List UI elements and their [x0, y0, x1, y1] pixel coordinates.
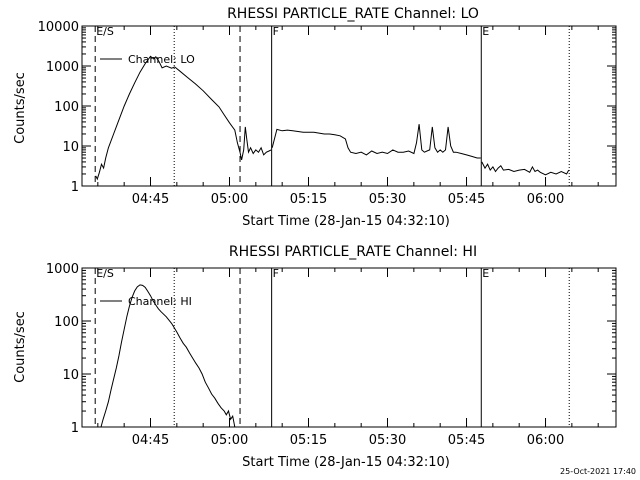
y-tick-label: 1000: [46, 60, 79, 75]
event-marker-label: E: [482, 25, 489, 38]
y-tick-label: 100: [54, 100, 79, 115]
chart-panel-lo: RHESSI PARTICLE_RATE Channel: LO 04:45 05…: [13, 6, 617, 229]
y-axis-label: Counts/sec: [13, 72, 28, 144]
y-tick-label: 100: [54, 315, 79, 330]
x-tick-label: 05:30: [369, 192, 406, 207]
x-tick-label: 04:45: [132, 433, 169, 448]
x-tick-label: 05:45: [448, 433, 485, 448]
x-tick-label: 05:00: [211, 433, 248, 448]
footer-timestamp: 25-Oct-2021 17:40: [560, 467, 636, 476]
x-tick-label: 05:45: [448, 192, 485, 207]
plot-frame: [81, 25, 617, 187]
y-tick-label: 1000: [46, 262, 79, 277]
y-tick-label: 10: [62, 140, 79, 155]
series-line: [100, 284, 236, 427]
y-tick-label: 1: [71, 421, 79, 436]
y-axis-label: Counts/sec: [13, 311, 28, 383]
plot-group: 04:45 05:00 05:15 05:30 05:45 06:00 1 10 100 1000…: [38, 20, 617, 207]
event-marker-label: E: [482, 267, 489, 280]
chart-title: RHESSI PARTICLE_RATE Channel: HI: [229, 244, 477, 260]
x-tick-label: 06:00: [527, 433, 564, 448]
event-marker-label: E/S: [96, 267, 114, 280]
x-tick-label: 05:30: [369, 433, 406, 448]
y-tick-label: 10: [62, 368, 79, 383]
x-tick-label: 05:15: [290, 192, 327, 207]
plot-frame: [81, 267, 617, 428]
event-marker-label: E/S: [96, 25, 114, 38]
y-tick-label: 10000: [38, 20, 79, 35]
series-line: [481, 161, 570, 176]
y-tick-label: 1: [71, 180, 79, 195]
x-axis-label: Start Time (28-Jan-15 04:32:10): [242, 455, 450, 470]
legend-label: Channel: LO: [128, 53, 195, 66]
legend-label: Channel: HI: [128, 295, 192, 308]
x-tick-label: 05:15: [290, 433, 327, 448]
chart-title: RHESSI PARTICLE_RATE Channel: LO: [227, 6, 479, 22]
series-line: [95, 55, 272, 181]
x-tick-label: 06:00: [527, 192, 564, 207]
x-tick-label: 04:45: [132, 192, 169, 207]
chart-panel-hi: RHESSI PARTICLE_RATE Channel: HI 04:45 05…: [13, 244, 617, 470]
event-marker-label: F: [273, 267, 279, 280]
x-axis-label: Start Time (28-Jan-15 04:32:10): [242, 214, 450, 229]
plot-group: 04:45 05:00 05:15 05:30 05:45 06:00 1 10 100 1000…: [46, 262, 617, 448]
series-line: [271, 124, 481, 159]
event-marker-label: F: [273, 25, 279, 38]
x-tick-label: 05:00: [211, 192, 248, 207]
